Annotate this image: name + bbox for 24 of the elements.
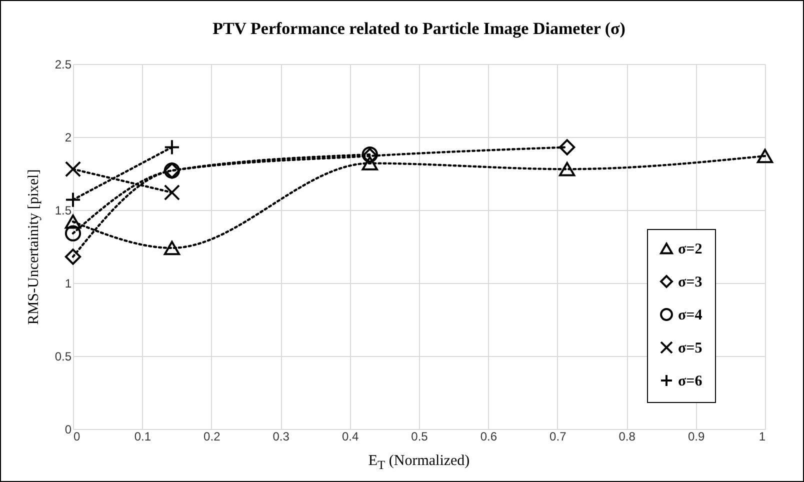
x-tick-label: 0.3 (272, 430, 290, 444)
legend-label: σ=3 (678, 274, 702, 290)
y-tick-label: 0.5 (54, 350, 72, 364)
legend-label: σ=5 (678, 340, 702, 356)
y-tick-label: 1.5 (54, 204, 72, 218)
x-tick-label: 0.4 (342, 430, 359, 444)
legend-label: σ=4 (678, 308, 703, 324)
legend-label: σ=2 (678, 242, 702, 258)
y-tick-label: 1 (64, 276, 72, 290)
x-tick-label: 0.5 (411, 430, 428, 444)
x-tick-label: 0.6 (480, 430, 498, 444)
x-tick-label: 0 (74, 430, 80, 444)
x-tick-label: 1 (758, 430, 766, 444)
x-tick-label: 0.7 (550, 430, 567, 444)
x-axis-title: E$_{T}$ (Normalized) (367, 453, 471, 473)
x-tick-label: 0.8 (618, 430, 636, 444)
x-tick-label: 0.1 (134, 430, 152, 444)
y-tick-label: 2.5 (54, 58, 72, 72)
y-tick-label: 2 (64, 130, 72, 144)
y-axis-title: RMS-Uncertainity [pixel] (26, 169, 42, 325)
x-tick-label: 0.2 (204, 430, 221, 444)
legend-label: σ=6 (678, 374, 703, 390)
x-tick-label: 0.9 (688, 430, 705, 444)
chart-title: PTV Performance related to Particle Image Diameter (σ) (212, 19, 626, 38)
